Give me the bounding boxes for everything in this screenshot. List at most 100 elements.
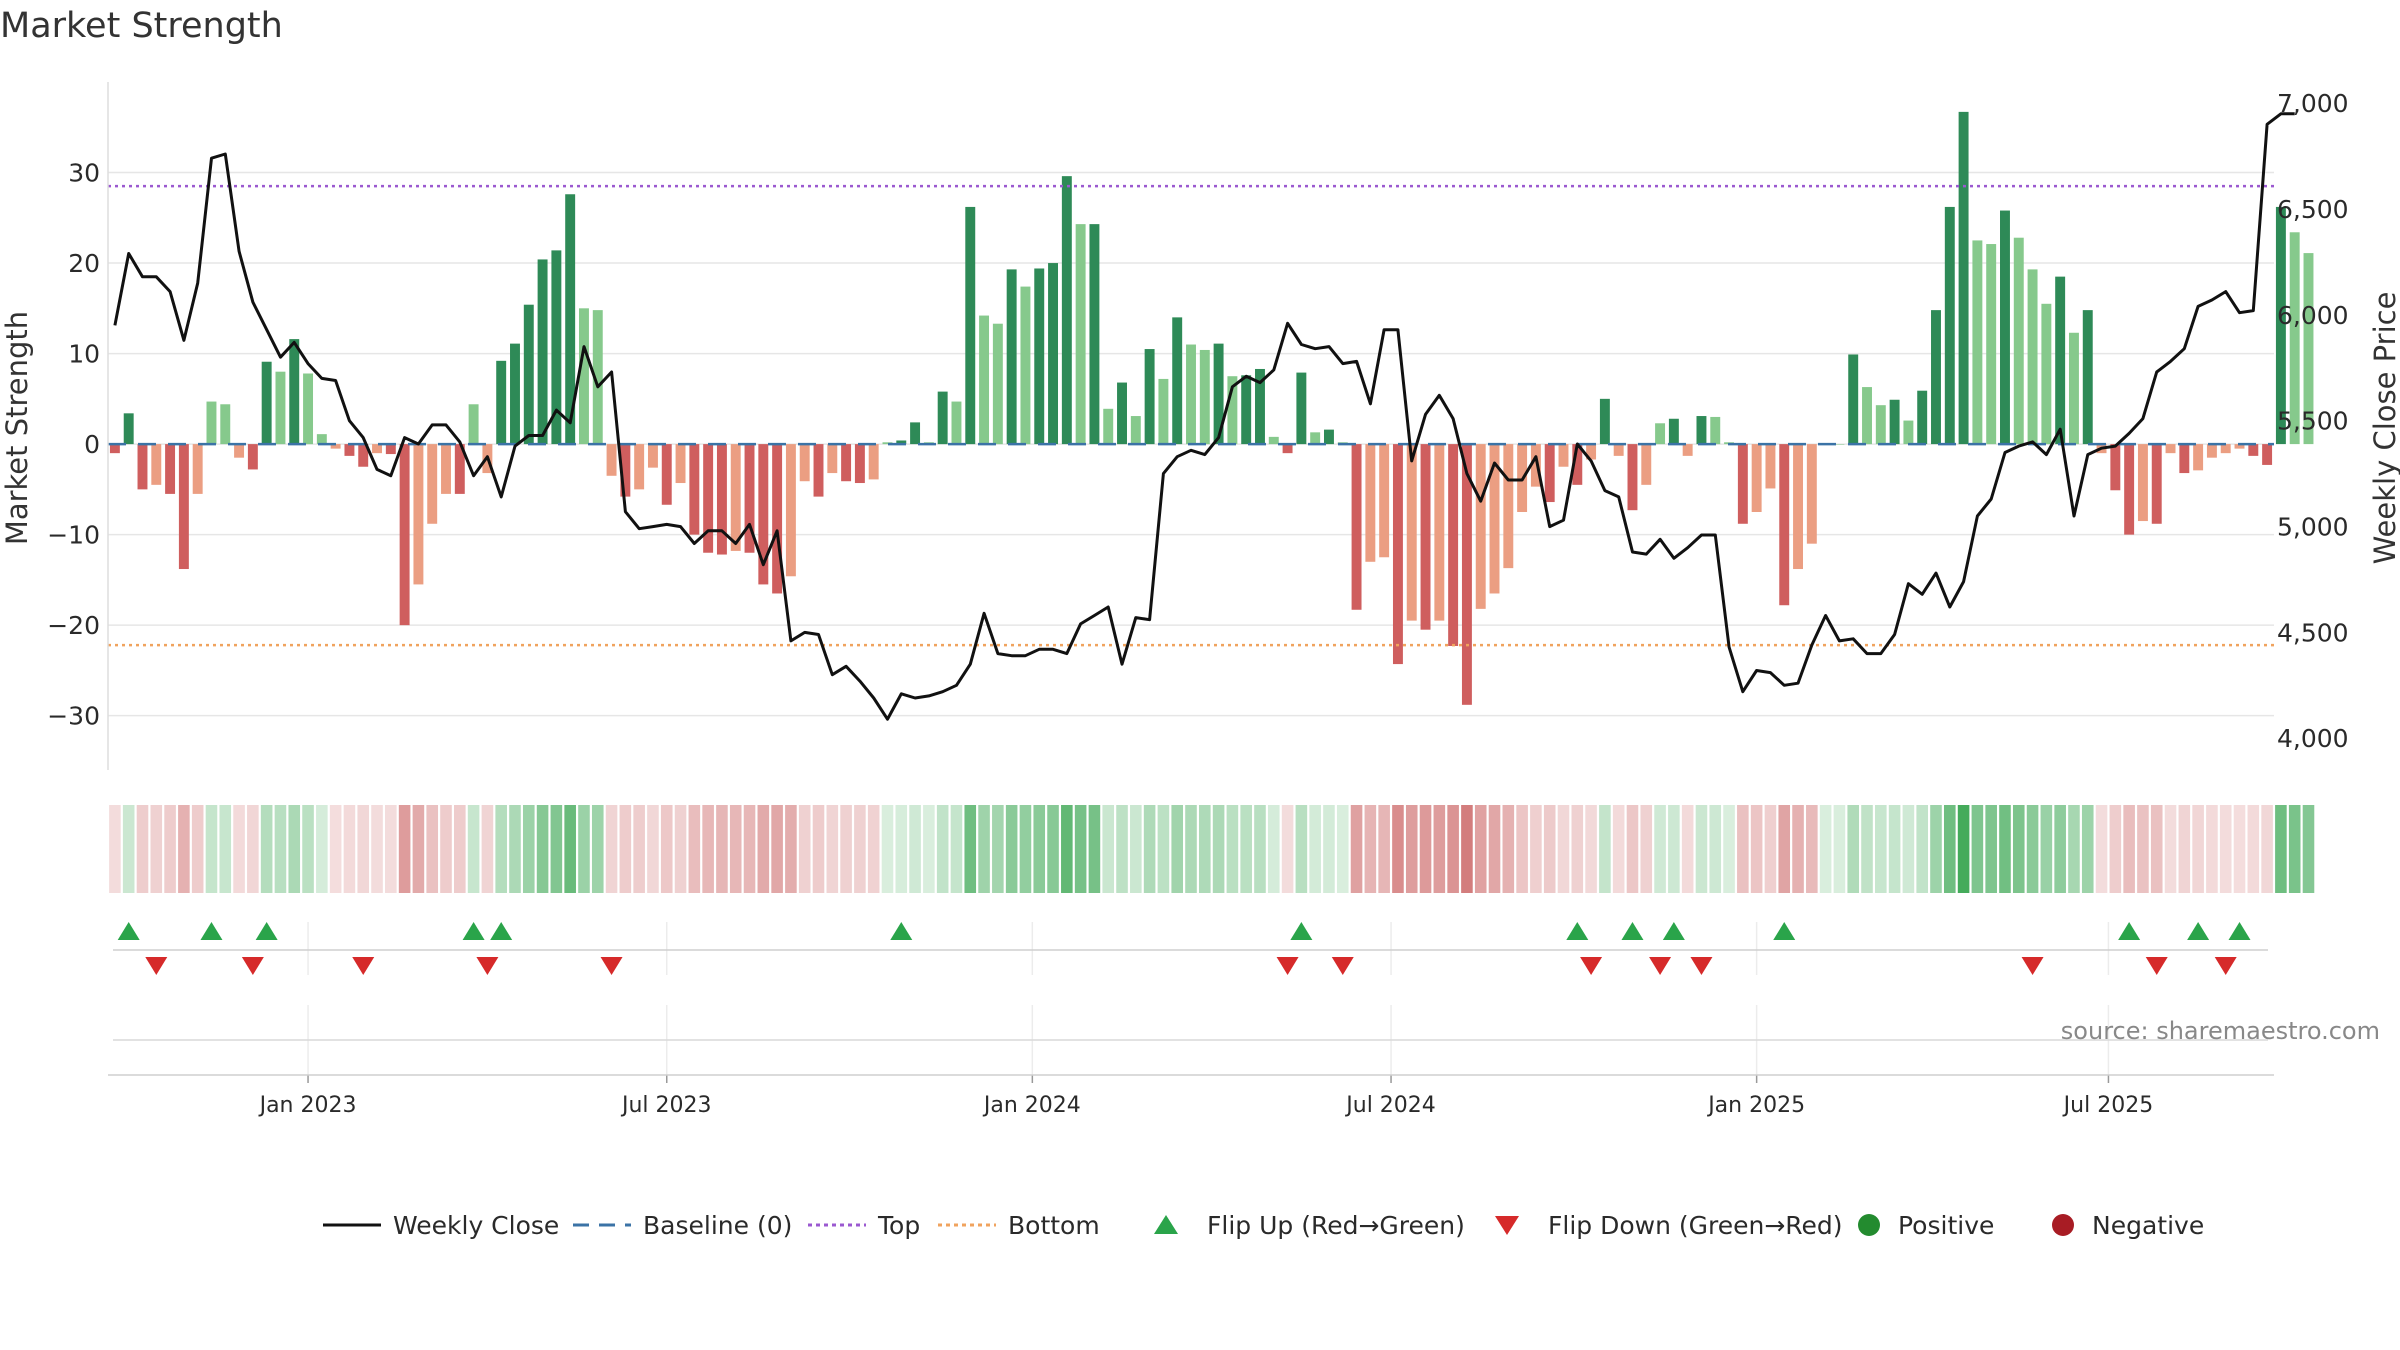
ribbon-cell (1392, 805, 1404, 893)
strength-bar (2262, 444, 2273, 465)
legend-item: Top (808, 1211, 920, 1240)
strength-bar (758, 444, 769, 585)
ribbon-cell (1309, 805, 1321, 893)
legend-circle-icon (1858, 1214, 1880, 1236)
ribbon-cell (2275, 805, 2287, 893)
legend-item: Flip Down (Green→Red) (1495, 1211, 1843, 1240)
strength-bar (813, 444, 824, 497)
strength-bar (2234, 444, 2245, 449)
left-tick-label: 30 (68, 159, 100, 188)
ribbon-cell (1737, 805, 1749, 893)
ribbon-cell (1764, 805, 1777, 893)
legend-label: Positive (1898, 1211, 1994, 1240)
strength-bar (2041, 303, 2052, 445)
flip-down-marker (2021, 957, 2044, 975)
ribbon-cell (2068, 805, 2080, 893)
ribbon-cell (536, 805, 549, 893)
ribbon-cell (1612, 805, 1625, 893)
strength-bar (2013, 237, 2024, 445)
right-tick-label: 5,000 (2277, 513, 2349, 542)
strength-bar (1158, 378, 1169, 445)
ribbon-cell (785, 805, 797, 893)
ribbon-cell (1061, 805, 1073, 893)
strength-bar (703, 444, 714, 553)
flip-down-marker (1649, 957, 1672, 975)
ribbon-cell (164, 805, 176, 893)
ribbon-cell (729, 805, 742, 893)
ribbon-cell (1199, 805, 1211, 893)
ribbon-cell (481, 805, 494, 893)
ribbon-cell (1295, 805, 1308, 893)
strength-bar (234, 444, 245, 458)
strength-bar (441, 444, 451, 494)
ribbon-cell (191, 805, 204, 893)
legend-label: Baseline (0) (643, 1211, 792, 1240)
ribbon-cell (1792, 805, 1804, 893)
strength-bar (992, 323, 1003, 445)
ribbon-cell (2137, 805, 2149, 893)
strength-bar (1765, 444, 1776, 489)
ribbon-cell (1378, 805, 1390, 893)
strength-bar (2206, 444, 2217, 458)
ribbon-cell (1778, 805, 1791, 893)
ribbon-cell (426, 805, 439, 893)
strength-bar (1586, 444, 1597, 460)
strength-bar (965, 206, 976, 445)
ribbon-cell (992, 805, 1004, 893)
axes-layer: −30 −20 −10 0 10 20 30 4,000 4,500 5,000 5,500 6,00… (47, 82, 2349, 1118)
ribbon-cell (798, 805, 811, 893)
strength-bar (551, 250, 562, 445)
ribbon-cell (1226, 805, 1239, 893)
flip-markers (117, 922, 2251, 975)
right-tick-label: 7,000 (2277, 89, 2349, 118)
strength-bar (303, 373, 314, 445)
strength-bar (2027, 269, 2038, 445)
strength-bar (634, 444, 645, 490)
ribbon-cell (757, 805, 770, 893)
strength-bar (1834, 444, 1845, 445)
strength-bar (1255, 368, 1265, 445)
ribbon-cell (1626, 805, 1639, 893)
strength-bar (1006, 269, 1017, 445)
strength-bar (413, 444, 424, 585)
strength-bar (1351, 444, 1362, 610)
ribbon-cell (1571, 805, 1584, 893)
strength-bar (427, 444, 438, 524)
strength-bar (109, 444, 120, 454)
strength-bar (1406, 444, 1417, 621)
strength-bar (1903, 420, 1914, 445)
ribbon-cell (1681, 805, 1694, 893)
ribbon-cell (302, 805, 314, 893)
ribbon-cell (1516, 805, 1528, 893)
ribbon-cell (578, 805, 590, 893)
strength-bar (854, 444, 865, 484)
flip-down-marker (1580, 957, 1603, 975)
strength-bar (1061, 176, 1072, 445)
ribbon-cell (2054, 805, 2066, 893)
ribbon-cell (1171, 805, 1183, 893)
strength-bar (1944, 206, 1955, 445)
strength-bar (1558, 444, 1569, 467)
strength-bar (1917, 390, 1928, 445)
right-tick-label: 4,500 (2277, 618, 2349, 647)
ribbon-cell (522, 805, 535, 893)
strength-bar (1379, 444, 1390, 558)
strength-ribbon (109, 805, 2315, 893)
strength-bar (1489, 444, 1500, 594)
legend-item: Baseline (0) (573, 1211, 792, 1240)
strength-bar (2082, 310, 2093, 445)
ribbon-cell (1723, 805, 1735, 893)
strength-bar (1392, 444, 1403, 665)
strength-bar (1310, 432, 1321, 445)
ribbon-cell (909, 805, 921, 893)
strength-bar (1227, 376, 1238, 445)
ribbon-cell (1116, 805, 1128, 893)
ribbon-cell (2192, 805, 2204, 893)
strength-bar (1461, 444, 1472, 705)
legend-down-triangle-icon (1495, 1216, 1519, 1235)
ribbon-cell (495, 805, 507, 893)
strength-bar (606, 444, 617, 476)
ribbon-cell (343, 805, 356, 893)
flip-down-marker (600, 957, 623, 975)
strength-bar (1641, 444, 1652, 485)
